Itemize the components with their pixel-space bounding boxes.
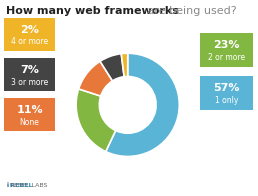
Wedge shape [79,61,112,96]
Wedge shape [100,54,124,81]
Text: 23%: 23% [213,40,240,50]
Text: 1 only: 1 only [215,96,238,105]
Text: 2%: 2% [20,25,39,35]
Text: 3 or more: 3 or more [11,78,48,87]
Text: 4 or more: 4 or more [11,37,48,46]
Text: î REBEL: î REBEL [6,183,33,188]
Text: None: None [20,118,40,127]
Wedge shape [121,53,128,77]
Text: î REBEL LABS: î REBEL LABS [6,183,48,188]
Text: 2 or more: 2 or more [208,53,245,62]
Text: How many web frameworks: How many web frameworks [6,6,179,16]
Text: 57%: 57% [213,83,240,93]
Text: 7%: 7% [20,65,39,75]
Text: are being used?: are being used? [144,6,236,16]
Wedge shape [76,89,116,152]
Wedge shape [106,53,179,156]
Text: 11%: 11% [16,105,43,115]
